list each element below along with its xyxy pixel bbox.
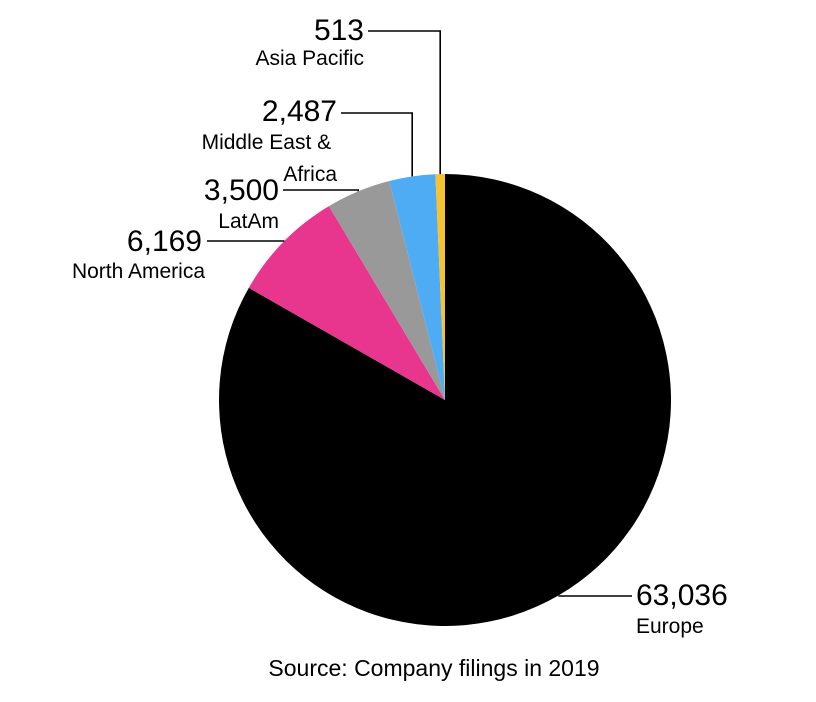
value-label-latam: 3,500 [204, 174, 279, 207]
pie-slice-europe [219, 174, 672, 627]
category-label-europe: Europe [636, 615, 704, 638]
leader-line-middle-east-africa [341, 112, 414, 177]
category-label-middle-east-africa: Middle East & Africa [202, 131, 338, 186]
category-label-line: Africa [283, 163, 337, 186]
leader-lines [207, 30, 632, 597]
pie-slice-north-america [248, 206, 445, 400]
leader-line-latam [283, 189, 360, 192]
pie-slice-latam [328, 180, 445, 400]
category-label-asia-pacific: Asia Pacific [255, 47, 364, 70]
value-label-middle-east-africa: 2,487 [262, 95, 337, 128]
value-label-europe: 63,036 [636, 579, 728, 612]
value-label-asia-pacific: 513 [314, 14, 364, 47]
pie-slice-middle-east-africa [389, 174, 445, 400]
leader-line-north-america [207, 240, 285, 242]
pie-slice-asia-pacific [435, 173, 445, 400]
category-label-north-america: North America [72, 260, 205, 283]
category-label-latam: LatAm [218, 210, 279, 233]
pie-slices [219, 173, 672, 627]
category-label-line: Middle East & [202, 131, 332, 154]
leader-line-asia-pacific [368, 30, 442, 175]
value-label-north-america: 6,169 [127, 225, 202, 258]
source-note: Source: Company filings in 2019 [268, 655, 599, 681]
